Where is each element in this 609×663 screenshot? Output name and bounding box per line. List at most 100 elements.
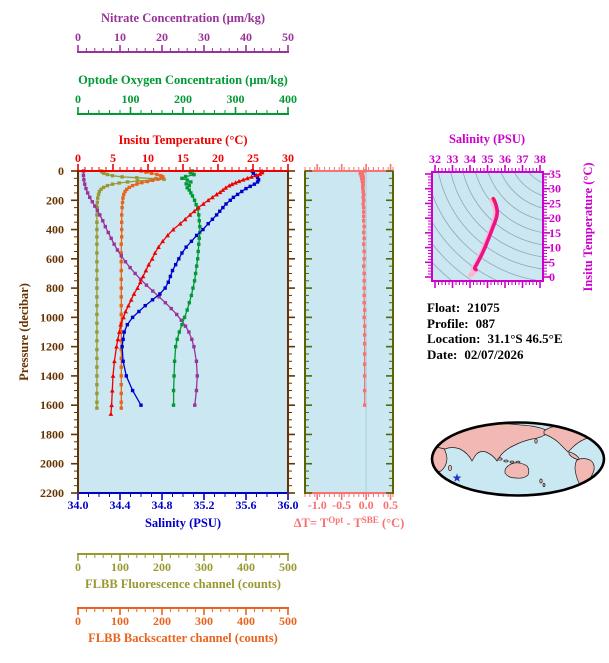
series-delta-t bbox=[358, 169, 367, 407]
location-label: Location: bbox=[427, 331, 481, 346]
data-point bbox=[101, 185, 106, 190]
data-point bbox=[220, 187, 226, 192]
data-point bbox=[362, 301, 366, 305]
data-point bbox=[117, 181, 121, 185]
data-point bbox=[119, 374, 123, 378]
tick-label: 10 bbox=[114, 30, 126, 44]
data-point bbox=[362, 324, 367, 328]
data-point bbox=[192, 279, 197, 283]
data-point bbox=[362, 279, 366, 283]
data-point bbox=[120, 344, 124, 349]
ts-curve-main bbox=[472, 196, 500, 272]
data-point bbox=[259, 170, 265, 175]
tick-label: 10 bbox=[142, 151, 154, 165]
data-point bbox=[360, 186, 365, 190]
delta-t-left-border bbox=[304, 170, 312, 494]
data-point bbox=[175, 312, 179, 317]
profile-series bbox=[81, 168, 500, 416]
data-point bbox=[108, 411, 114, 416]
data-point bbox=[120, 205, 124, 210]
data-point bbox=[95, 295, 99, 299]
data-point bbox=[362, 224, 366, 229]
data-point bbox=[193, 271, 198, 276]
data-point bbox=[119, 356, 123, 361]
data-point bbox=[362, 403, 367, 407]
map-indonesia bbox=[503, 459, 509, 463]
data-point bbox=[130, 183, 135, 188]
data-point bbox=[185, 178, 189, 182]
data-point bbox=[163, 286, 167, 290]
data-point bbox=[192, 344, 196, 349]
data-point bbox=[95, 400, 99, 404]
profile-value: 087 bbox=[475, 315, 496, 331]
data-point bbox=[121, 359, 125, 363]
data-point bbox=[361, 198, 366, 202]
data-point bbox=[130, 388, 135, 393]
tick-label: 200 bbox=[153, 560, 171, 574]
data-point bbox=[125, 187, 129, 191]
data-point bbox=[123, 309, 128, 314]
data-point bbox=[223, 185, 228, 190]
data-point bbox=[110, 182, 115, 186]
data-point bbox=[362, 374, 367, 378]
data-point bbox=[125, 322, 130, 327]
data-point bbox=[115, 336, 121, 342]
data-point bbox=[362, 342, 367, 346]
data-point bbox=[121, 337, 125, 342]
tick-label: 35.6 bbox=[236, 498, 257, 512]
salinity-axis-title: Salinity (PSU) bbox=[145, 516, 221, 530]
tick-label: 0 bbox=[75, 92, 81, 106]
oxygen-axis: 0 100 200 300 400 bbox=[75, 92, 297, 115]
tick-label: 25 bbox=[549, 196, 561, 210]
pressure-axis-left: 0 200 400 600 800 1000 1200 1400 1600 1800 2000 220… bbox=[40, 164, 79, 500]
data-point bbox=[90, 200, 94, 204]
data-point bbox=[197, 213, 201, 217]
data-point bbox=[173, 262, 178, 267]
map-south-america bbox=[574, 458, 595, 485]
tick-label: 1600 bbox=[40, 398, 64, 412]
location-value: 31.1°S 46.5°E bbox=[487, 331, 563, 346]
data-point bbox=[82, 178, 86, 182]
data-point bbox=[109, 402, 114, 408]
data-point bbox=[358, 171, 362, 176]
data-point bbox=[135, 179, 140, 183]
data-point bbox=[85, 191, 90, 195]
data-point bbox=[95, 260, 99, 264]
map-madagascar bbox=[448, 465, 452, 471]
data-point bbox=[362, 362, 367, 366]
data-point bbox=[194, 264, 199, 268]
data-point bbox=[362, 249, 366, 254]
data-point bbox=[128, 297, 134, 302]
tick-label: 1200 bbox=[40, 340, 64, 354]
data-point bbox=[96, 192, 101, 197]
profile-row: Profile: 087 bbox=[427, 316, 563, 332]
data-point bbox=[119, 295, 123, 299]
data-point bbox=[119, 312, 123, 317]
data-point bbox=[190, 337, 194, 342]
data-point bbox=[184, 182, 188, 186]
nitrate-axis-title: Nitrate Concentration (µm/kg) bbox=[101, 11, 265, 25]
delta-t-right-border bbox=[386, 170, 394, 494]
data-point bbox=[172, 374, 176, 378]
data-point bbox=[194, 388, 199, 393]
temperature-axis: 0 5 10 15 20 25 30 bbox=[75, 151, 294, 172]
data-point bbox=[137, 309, 141, 314]
data-point bbox=[95, 286, 99, 290]
data-point bbox=[185, 186, 189, 190]
data-point bbox=[121, 196, 125, 200]
data-point bbox=[110, 373, 116, 378]
fluorescence-axis: 0 100 200 300 400 500 bbox=[75, 553, 297, 574]
data-point bbox=[149, 256, 155, 261]
data-point bbox=[255, 180, 260, 184]
map-indonesia bbox=[509, 460, 515, 464]
data-point bbox=[192, 198, 197, 202]
tick-label: 5 bbox=[549, 255, 555, 269]
tick-label: 200 bbox=[46, 193, 64, 207]
data-point bbox=[117, 329, 122, 334]
data-point bbox=[99, 187, 103, 191]
data-point bbox=[95, 356, 99, 361]
data-point bbox=[224, 202, 228, 206]
delta-t-axis-title: ΔT= TOpt - TSBE (°C) bbox=[294, 515, 405, 530]
tick-label: 0.0 bbox=[359, 498, 374, 512]
